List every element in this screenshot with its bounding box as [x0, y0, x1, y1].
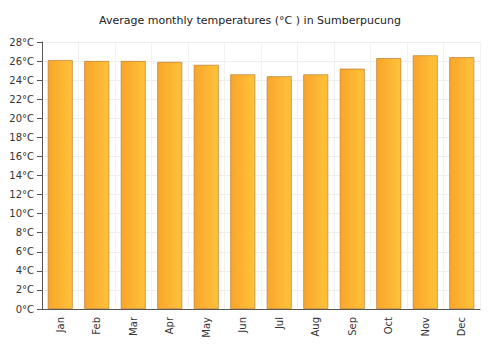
svg-text:0°C: 0°C [16, 304, 34, 315]
svg-text:Sep: Sep [347, 317, 358, 336]
svg-text:10°C: 10°C [9, 208, 34, 219]
svg-text:Average monthly temperatures (: Average monthly temperatures (°C ) in Su… [99, 14, 401, 27]
svg-text:8°C: 8°C [16, 227, 34, 238]
svg-text:24°C: 24°C [9, 75, 34, 86]
svg-text:4°C: 4°C [16, 265, 34, 276]
svg-text:20°C: 20°C [9, 113, 34, 124]
svg-text:6°C: 6°C [16, 246, 34, 257]
svg-text:12°C: 12°C [9, 189, 34, 200]
svg-text:May: May [201, 317, 212, 338]
svg-text:Apr: Apr [164, 316, 175, 334]
svg-text:16°C: 16°C [9, 151, 34, 162]
svg-text:Jun: Jun [237, 317, 248, 334]
svg-text:Aug: Aug [310, 317, 321, 337]
svg-text:Nov: Nov [420, 317, 431, 337]
svg-text:22°C: 22°C [9, 94, 34, 105]
svg-text:Dec: Dec [456, 317, 467, 336]
svg-text:26°C: 26°C [9, 56, 34, 67]
svg-text:2°C: 2°C [16, 284, 34, 295]
svg-text:14°C: 14°C [9, 170, 34, 181]
svg-text:18°C: 18°C [9, 132, 34, 143]
svg-text:Jan: Jan [55, 317, 66, 333]
svg-text:Mar: Mar [128, 316, 139, 336]
svg-text:Oct: Oct [383, 317, 394, 334]
svg-text:Jul: Jul [274, 317, 285, 330]
svg-text:Feb: Feb [91, 317, 102, 335]
svg-text:28°C: 28°C [9, 37, 34, 48]
